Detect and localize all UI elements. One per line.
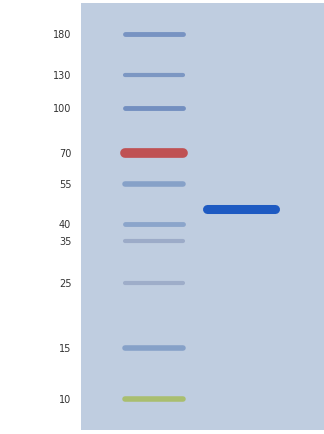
Text: 130: 130 xyxy=(53,71,71,81)
Text: KDa: KDa xyxy=(17,0,48,2)
Text: 55: 55 xyxy=(59,179,71,189)
Bar xyxy=(81,4,324,430)
Text: 40: 40 xyxy=(59,220,71,230)
Text: 180: 180 xyxy=(53,30,71,40)
Text: 10: 10 xyxy=(59,394,71,404)
Text: 100: 100 xyxy=(53,104,71,114)
Text: 35: 35 xyxy=(59,236,71,246)
Text: 25: 25 xyxy=(59,279,71,289)
Text: 70: 70 xyxy=(59,149,71,159)
Text: 15: 15 xyxy=(59,343,71,353)
